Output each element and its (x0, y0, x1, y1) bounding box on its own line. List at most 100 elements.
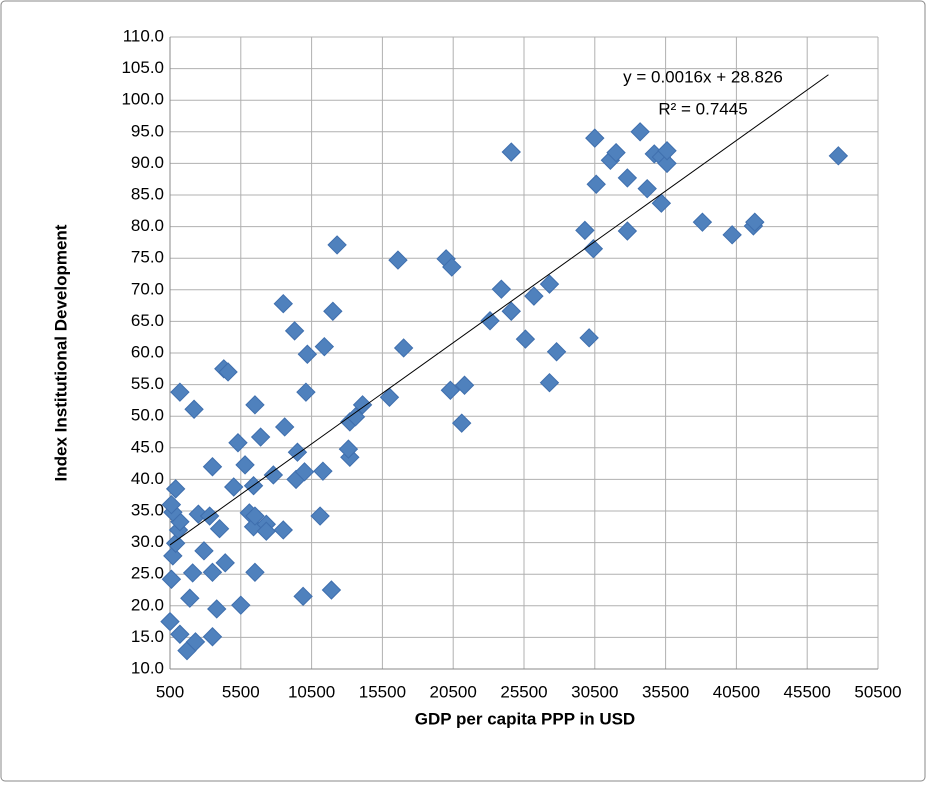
scatter-point (274, 417, 295, 437)
scatter-point (245, 395, 265, 415)
y-tick-label: 105.0 (121, 58, 164, 77)
scatter-point (515, 329, 536, 349)
scatter-point (228, 433, 248, 453)
x-tick-label: 15500 (359, 682, 406, 701)
scatter-point (297, 344, 318, 364)
y-tick-label: 55.0 (131, 374, 164, 393)
scatter-point (202, 627, 223, 647)
y-axis-title: Index Institutional Development (51, 224, 70, 481)
scatter-point (575, 220, 595, 241)
x-tick-label: 45500 (784, 682, 831, 701)
scatter-point (491, 279, 512, 299)
scatter-point (651, 193, 672, 213)
scatter-point (245, 506, 265, 526)
scatter-point (165, 479, 186, 499)
scatter-point (745, 212, 765, 232)
x-tick-label: 30500 (571, 682, 618, 701)
scatter-point (657, 141, 677, 161)
x-tick-label: 50500 (854, 682, 901, 701)
x-tick-label: 35500 (642, 682, 689, 701)
y-tick-label: 50.0 (131, 406, 164, 425)
y-tick-label: 110.0 (123, 26, 164, 45)
scatter-point (207, 599, 227, 619)
scatter-point (170, 382, 190, 402)
scatter-point (165, 533, 186, 553)
scatter-point (327, 235, 347, 255)
y-tick-label: 25.0 (131, 564, 164, 583)
scatter-point (182, 563, 203, 583)
scatter-point (586, 174, 606, 194)
scatter-point (583, 239, 604, 259)
scatter-point (442, 257, 462, 277)
scatter-point (284, 321, 305, 341)
y-tick-label: 95.0 (131, 121, 164, 140)
scatter-point (161, 569, 182, 589)
scatter-point (440, 380, 461, 400)
scatter-point (585, 128, 605, 148)
scatter-point (637, 178, 657, 199)
scatter-point (170, 624, 190, 644)
scatter-point (160, 611, 180, 632)
scatter-point (294, 462, 315, 482)
scatter-point (314, 336, 335, 357)
scatter-point (161, 494, 182, 515)
scatter-point (480, 311, 500, 331)
scatter-point (163, 546, 183, 566)
y-tick-label: 60.0 (131, 342, 164, 361)
x-tick-label: 25500 (500, 682, 547, 701)
scatter-point (194, 541, 214, 561)
scatter-point (245, 562, 265, 583)
y-tick-label: 85.0 (131, 184, 164, 203)
scatter-point (235, 455, 255, 475)
scatter-point (313, 461, 333, 481)
trend-r-squared: R² = 0.7445 (658, 99, 747, 118)
scatter-point (501, 301, 521, 321)
scatter-point (630, 122, 650, 142)
scatter-point (180, 588, 200, 608)
scatter-point (231, 595, 251, 615)
x-tick-label: 20500 (430, 682, 477, 701)
scatter-point (250, 427, 271, 447)
scatter-point (388, 250, 408, 270)
y-tick-label: 80.0 (131, 216, 164, 235)
y-tick-label: 10.0 (131, 658, 164, 677)
scatter-point (209, 518, 230, 539)
scatter-point (692, 212, 713, 232)
scatter-point (454, 375, 475, 395)
scatter-point (224, 477, 244, 497)
scatter-point (379, 387, 400, 407)
scatter-point (501, 142, 521, 162)
scatter-point (293, 586, 313, 607)
y-tick-label: 20.0 (131, 595, 164, 614)
scatter-point (185, 632, 206, 652)
y-tick-label: 100.0 (121, 90, 164, 109)
y-tick-label: 90.0 (131, 153, 164, 172)
scatter-point (202, 457, 223, 477)
x-tick-label: 40500 (713, 682, 760, 701)
scatter-point (539, 372, 560, 393)
scatter-point (273, 293, 293, 314)
scatter-point (617, 221, 638, 241)
y-tick-label: 45.0 (131, 437, 164, 456)
scatter-point (352, 395, 373, 415)
x-tick-label: 10500 (288, 682, 335, 701)
scatter-point (579, 328, 599, 348)
y-tick-label: 70.0 (131, 279, 164, 298)
scatter-point (184, 399, 204, 419)
scatter-point (215, 553, 235, 573)
scatter-point (606, 142, 626, 163)
scatter-point (296, 382, 316, 402)
scatter-point (310, 506, 330, 526)
scatter-point (323, 301, 343, 321)
trend-line (169, 74, 829, 546)
scatter-point (393, 338, 414, 358)
y-tick-label: 65.0 (131, 311, 164, 330)
scatter-point (218, 362, 238, 382)
scatter-point (617, 168, 638, 188)
y-tick-label: 40.0 (131, 469, 164, 488)
scatter-point (451, 413, 472, 433)
scatter-point (321, 580, 342, 600)
y-tick-label: 30.0 (131, 532, 164, 551)
x-tick-label: 5500 (222, 682, 260, 701)
scatter-point (273, 520, 293, 540)
